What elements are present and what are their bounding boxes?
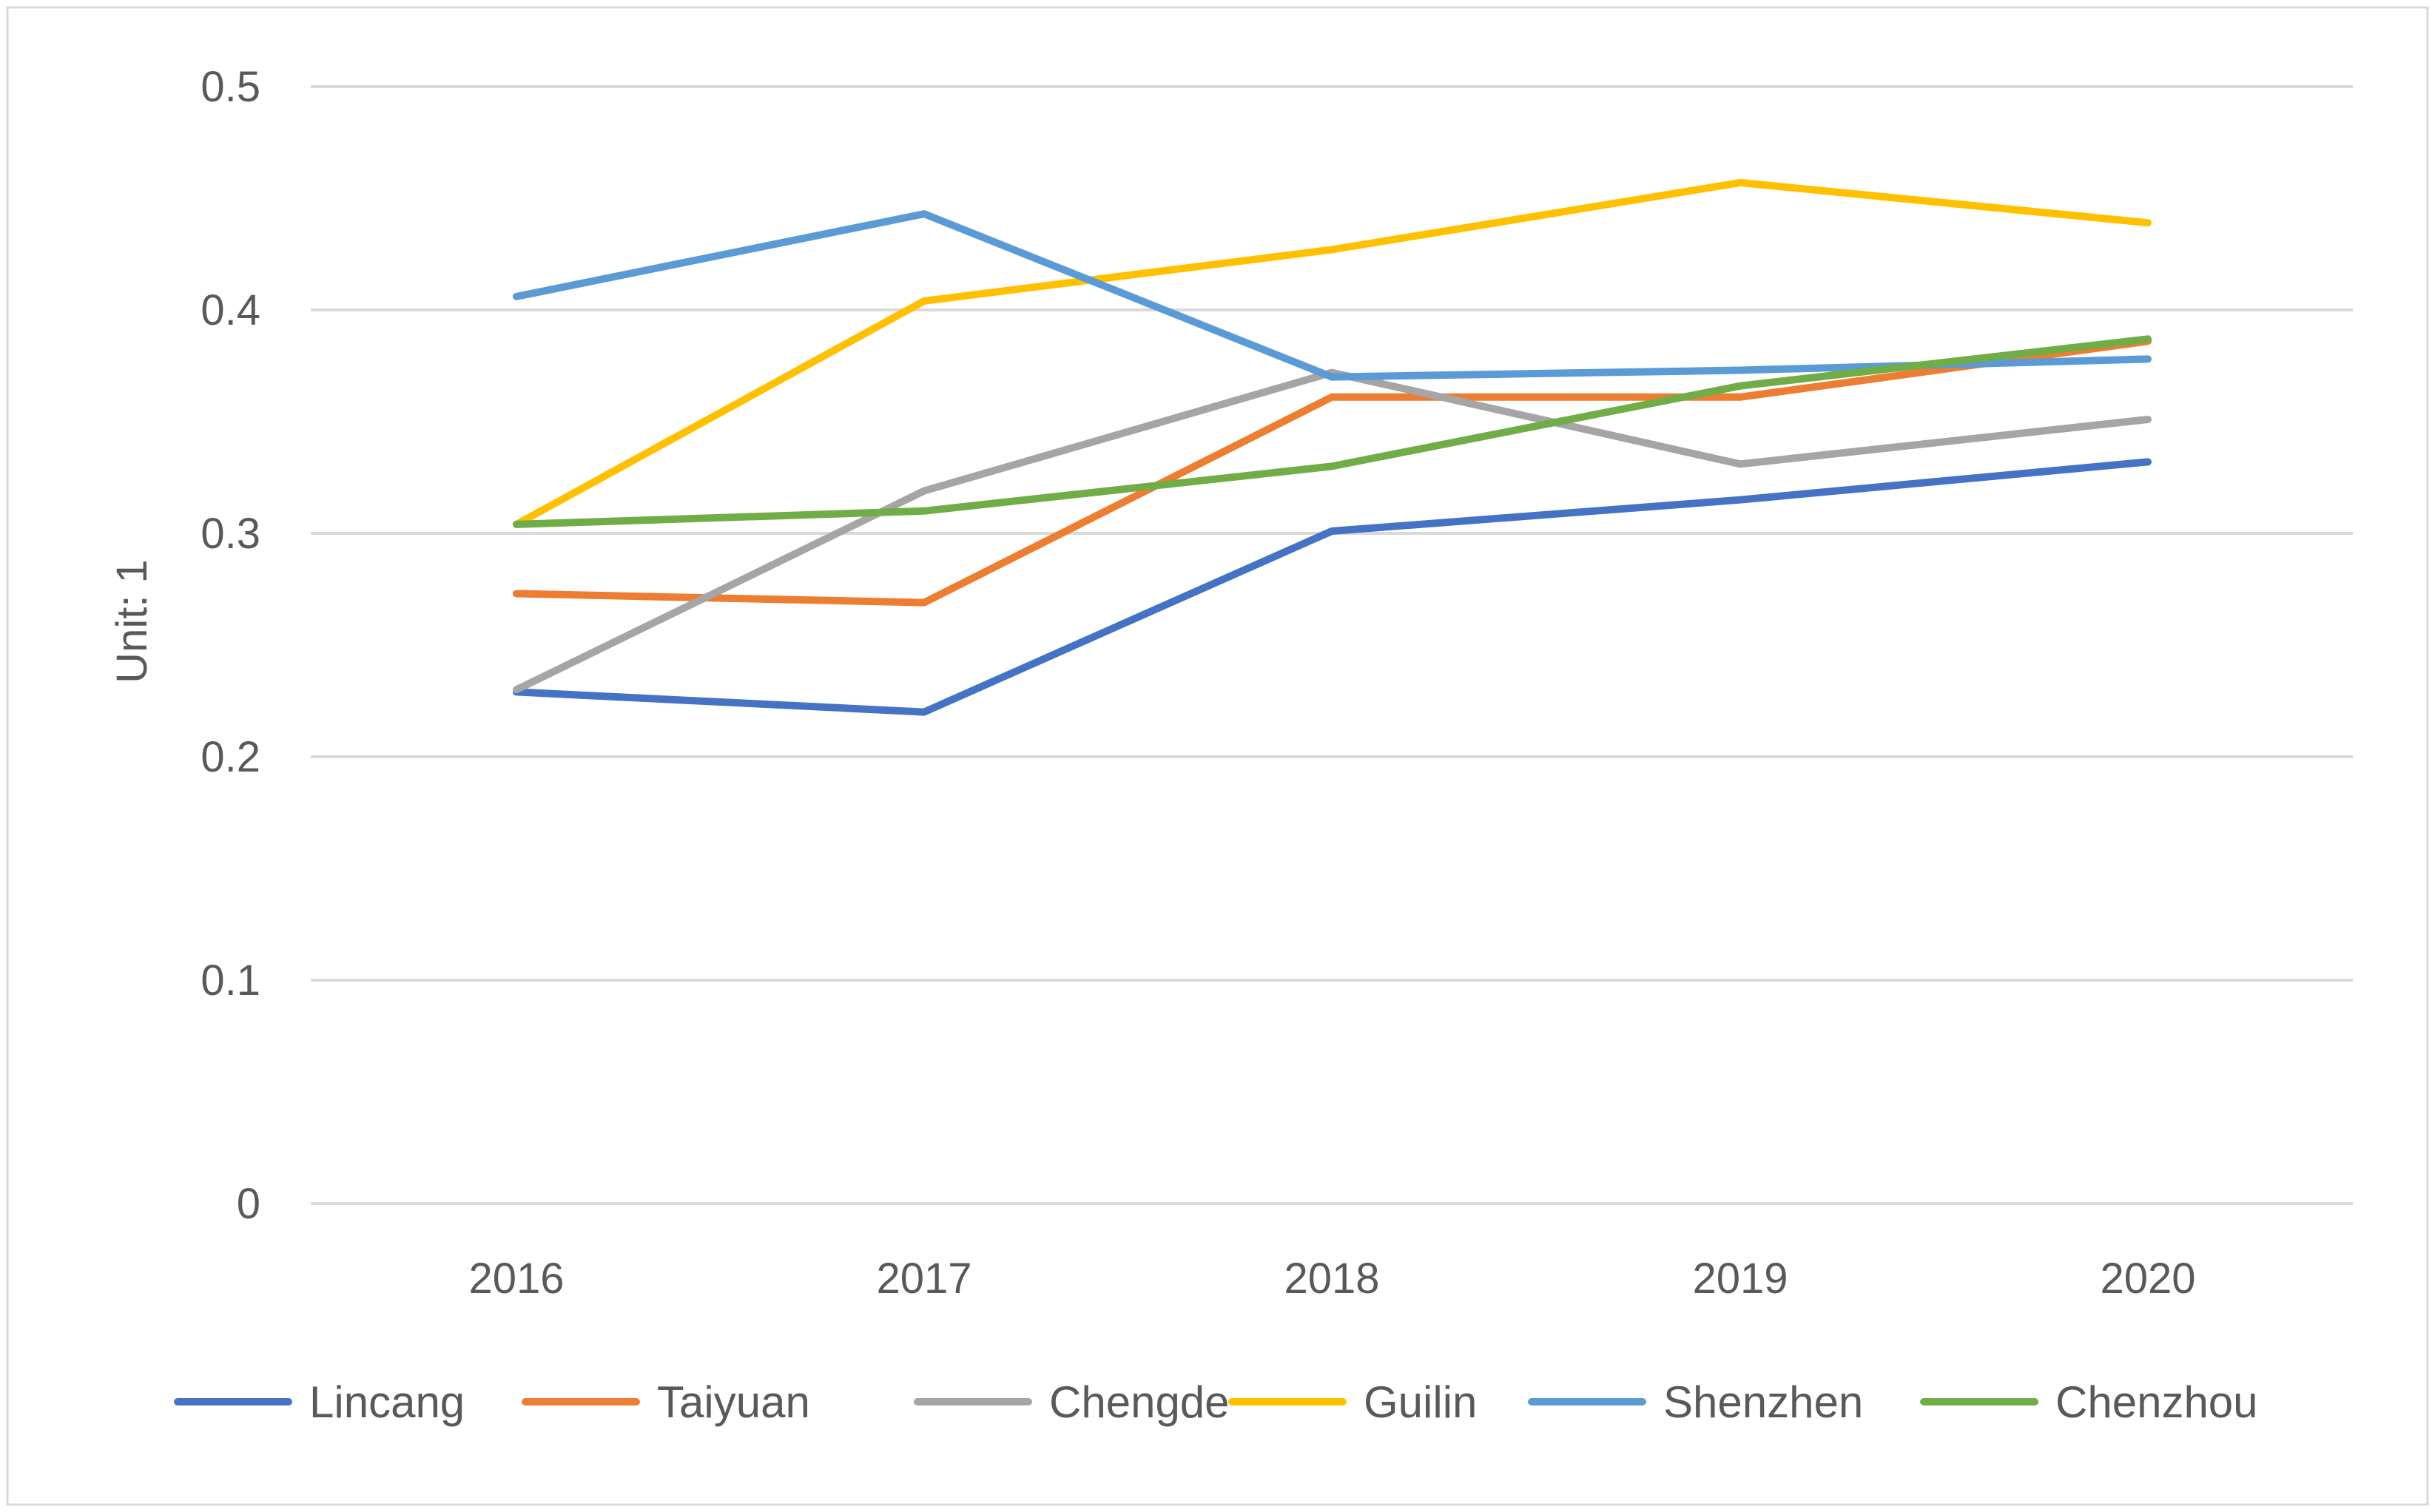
legend: Lincang Taiyuan Chengde Guilin Shenzhen Chenz… [174,1377,2258,1427]
x-tick-label: 2019 [1692,1255,1788,1303]
y-axis-title: Unit: 1 [108,559,156,684]
series-line-chenzhou [513,335,2152,528]
x-tick-label: 2018 [1284,1255,1379,1303]
legend-label: Shenzhen [1663,1377,1863,1427]
y-tick-label: 0.3 [201,510,260,558]
legend-item-lincang: Lincang [174,1377,465,1427]
legend-item-taiyuan: Taiyuan [522,1377,810,1427]
y-tick-label: 0 [237,1180,260,1228]
x-axis-tick-labels: 2016 2017 2018 2019 2020 [468,1255,2195,1303]
y-tick-label: 0.2 [201,733,260,781]
y-tick-label: 0.5 [201,63,260,111]
series-line-lincang [513,458,2152,716]
legend-label: Chengde [1049,1377,1230,1427]
legend-item-chenzhou: Chenzhou [1920,1377,2258,1427]
legend-label: Lincang [309,1377,465,1427]
legend-item-guilin: Guilin [1228,1377,1477,1427]
x-tick-label: 2017 [876,1255,971,1303]
legend-label: Guilin [1364,1377,1477,1427]
series-line-shenzhen [513,210,2152,381]
series-lines [513,178,2152,716]
legend-item-chengde: Chengde [914,1377,1230,1427]
gridlines [311,85,2353,1205]
x-tick-label: 2020 [2100,1255,2195,1303]
y-axis-tick-labels: 0 0.1 0.2 0.3 0.4 0.5 [201,63,260,1228]
series-line-taiyuan [513,337,2152,607]
x-tick-label: 2016 [468,1255,564,1303]
series-line-chengde [513,368,2152,694]
series-line-guilin [513,178,2152,528]
legend-label: Taiyuan [657,1377,810,1427]
y-tick-label: 0.4 [201,286,260,334]
legend-item-shenzhen: Shenzhen [1528,1377,1863,1427]
legend-label: Chenzhou [2055,1377,2258,1427]
y-tick-label: 0.1 [201,956,260,1005]
